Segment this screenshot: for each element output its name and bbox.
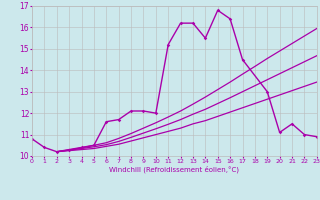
X-axis label: Windchill (Refroidissement éolien,°C): Windchill (Refroidissement éolien,°C) xyxy=(109,165,239,173)
